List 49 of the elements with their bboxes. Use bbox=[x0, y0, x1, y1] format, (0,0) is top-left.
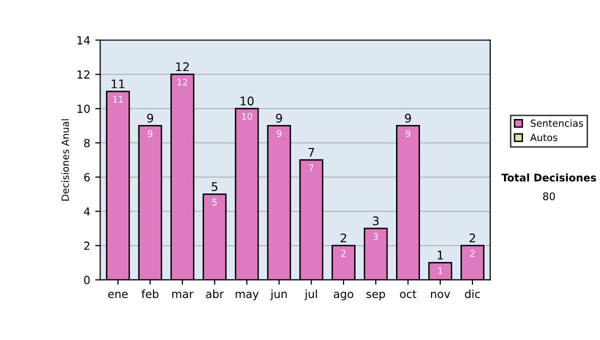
x-tick-label: may bbox=[236, 292, 259, 300]
total-label: 11 bbox=[112, 80, 124, 88]
total-label: 5 bbox=[212, 182, 218, 192]
x-tick-label: ene bbox=[108, 292, 128, 298]
y-tick-label: 0 bbox=[84, 276, 90, 284]
text: Total Decisiones bbox=[501, 173, 596, 182]
data-label: 7 bbox=[309, 164, 314, 172]
data-label: 10 bbox=[242, 113, 252, 120]
data-label: 1 bbox=[438, 267, 442, 274]
y-tick-label: 4 bbox=[84, 207, 90, 216]
legend-label: Sentencias bbox=[530, 119, 583, 127]
data-label: 2 bbox=[341, 250, 346, 257]
legend-label: Autos bbox=[530, 134, 558, 142]
x-tick-label: ago bbox=[334, 292, 354, 300]
data-label: 11 bbox=[113, 96, 123, 103]
total-label: 12 bbox=[176, 62, 189, 72]
total-label: 3 bbox=[372, 216, 379, 226]
data-label: 9 bbox=[406, 130, 410, 137]
x-tick-label: nov bbox=[431, 292, 450, 298]
x-tick-label: sep bbox=[366, 292, 386, 300]
text: 80 bbox=[543, 192, 555, 200]
total-label: 1 bbox=[438, 250, 443, 260]
total-label: 9 bbox=[405, 114, 411, 123]
total-label: 2 bbox=[470, 234, 476, 242]
total-label: 9 bbox=[147, 114, 154, 123]
y-tick-label: 2 bbox=[84, 242, 90, 250]
data-label: 3 bbox=[374, 232, 378, 240]
total-label: 10 bbox=[240, 96, 254, 106]
x-tick-label: dic bbox=[464, 290, 480, 298]
y-tick-label: 8 bbox=[84, 138, 90, 148]
x-tick-label: feb bbox=[142, 290, 158, 298]
x-tick-label: mar bbox=[172, 292, 194, 298]
data-label: 2 bbox=[470, 250, 474, 257]
x-tick-label: oct bbox=[400, 290, 416, 298]
data-label: 9 bbox=[276, 130, 282, 137]
x-tick-label: abr bbox=[206, 290, 224, 298]
data-label: 9 bbox=[148, 130, 152, 137]
data-label: 12 bbox=[178, 78, 188, 86]
total-label: 9 bbox=[276, 114, 282, 123]
y-tick-label: 10 bbox=[78, 104, 90, 113]
total-label: 7 bbox=[308, 148, 314, 157]
y-axis-title: Decisiones Anual bbox=[61, 119, 69, 201]
y-tick-label: 6 bbox=[84, 173, 90, 182]
x-tick-label: jul bbox=[304, 290, 317, 300]
x-tick-label: jun bbox=[270, 290, 287, 300]
total-label: 2 bbox=[340, 234, 346, 242]
y-tick-label: 12 bbox=[78, 70, 90, 79]
y-tick-label: 14 bbox=[78, 36, 90, 44]
data-label: 5 bbox=[212, 198, 217, 206]
